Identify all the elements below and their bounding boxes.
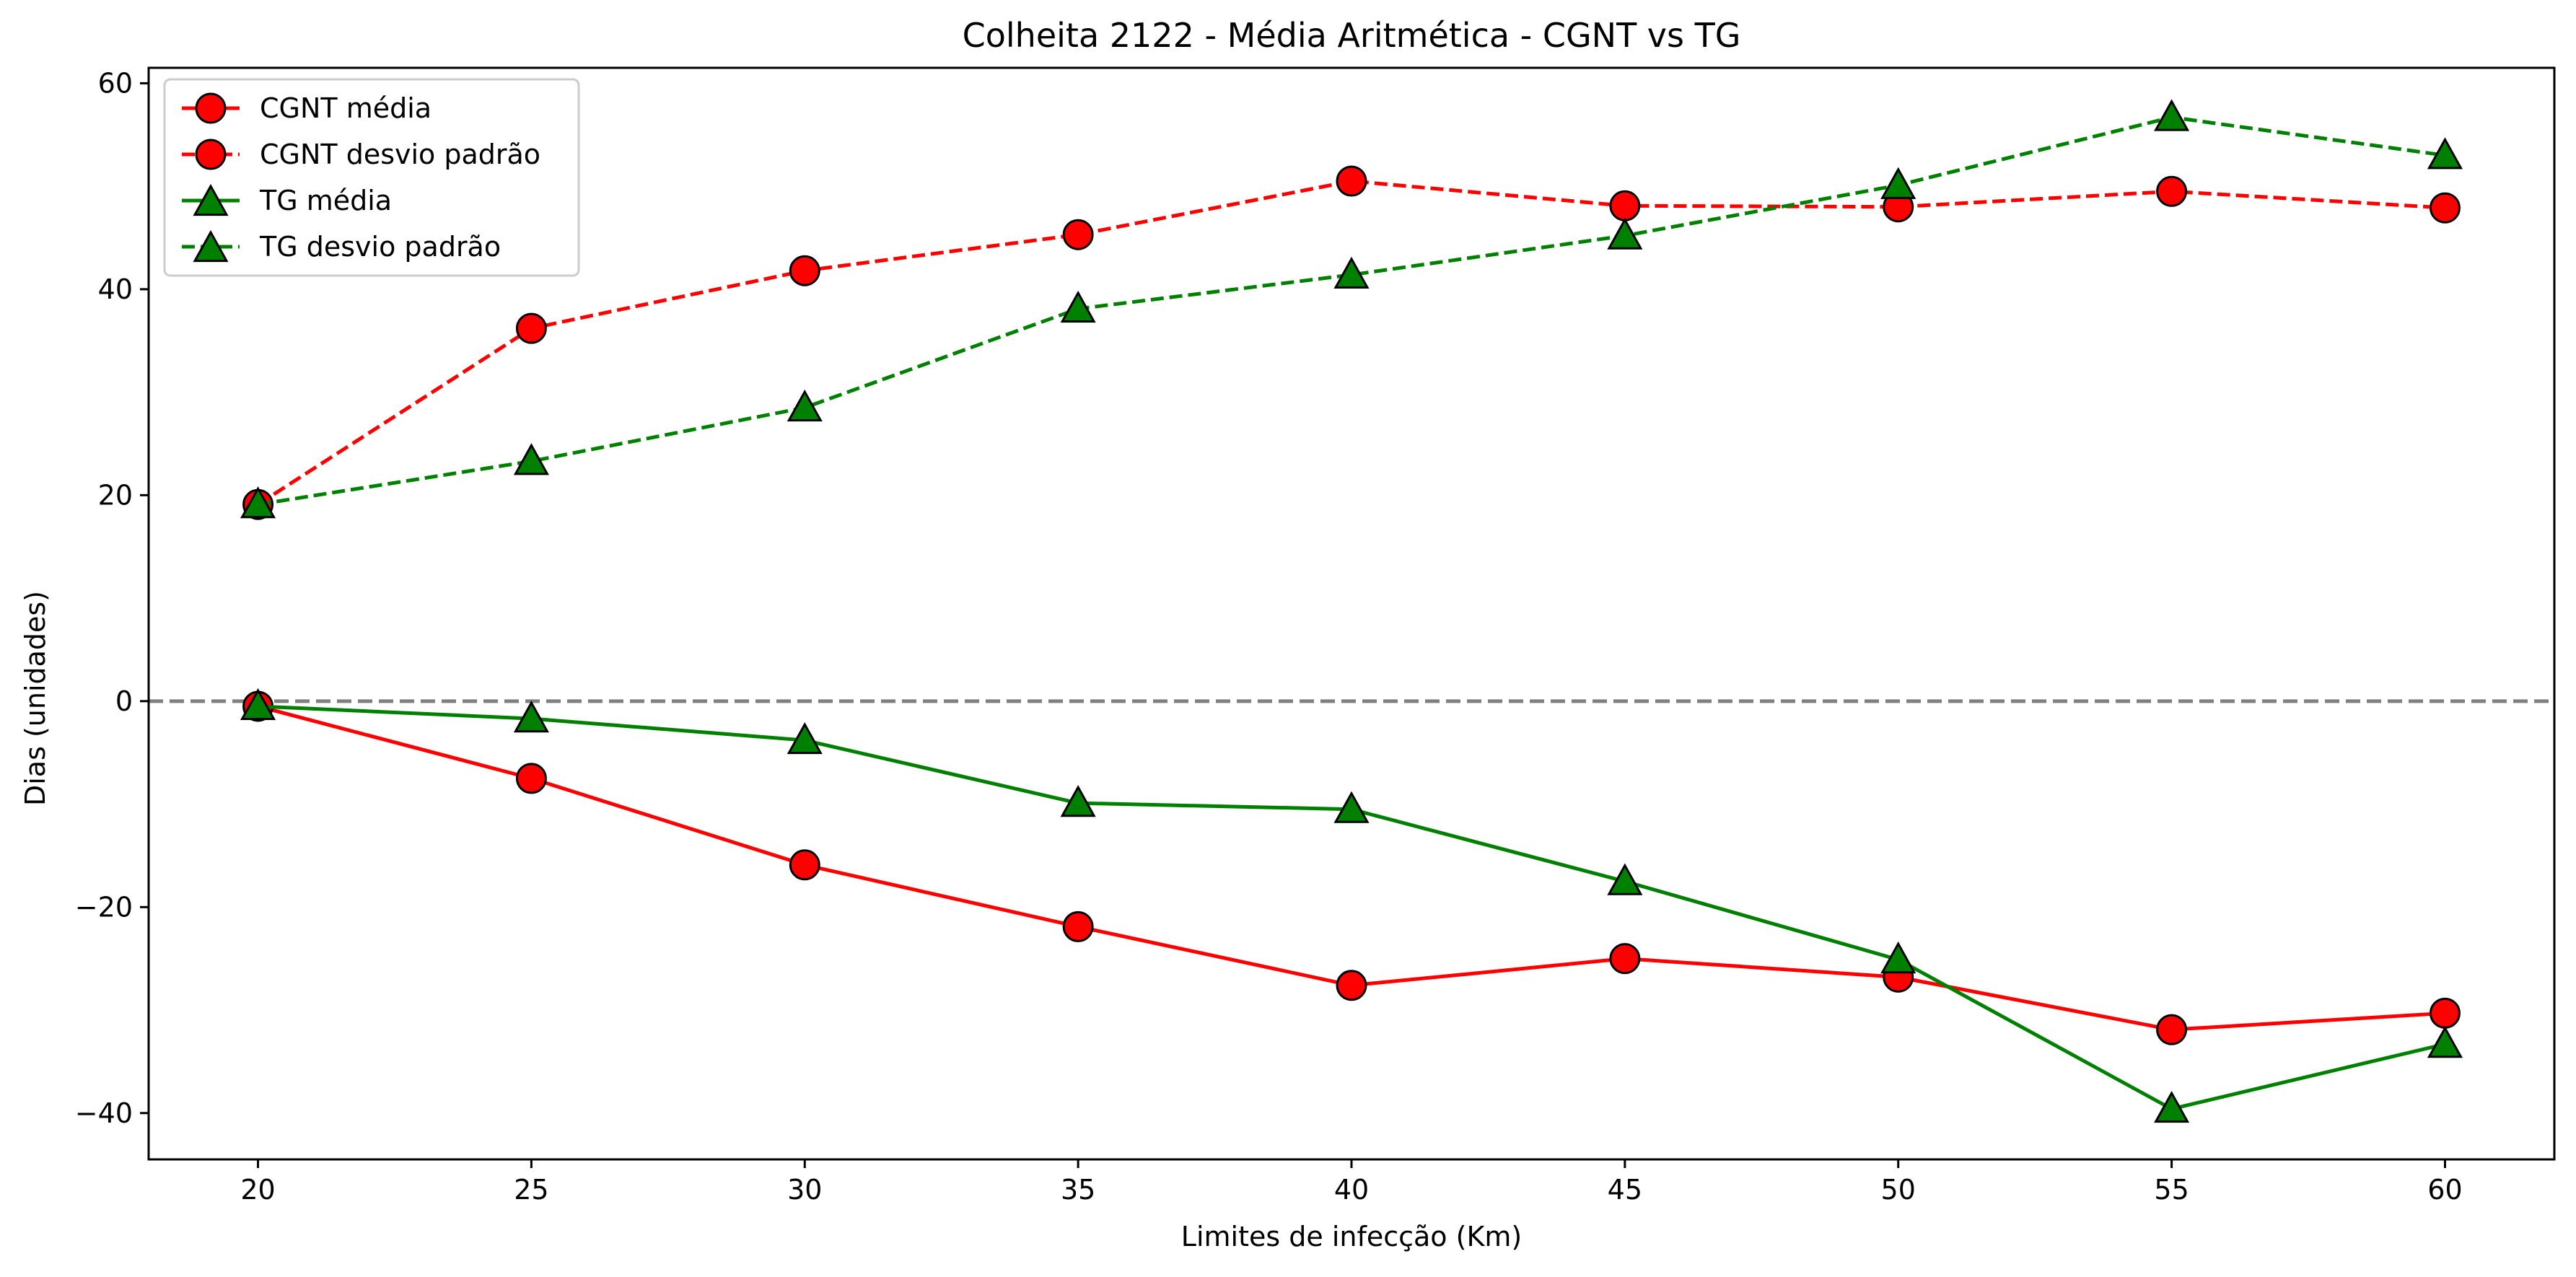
- data-point-1-5: [1609, 190, 1641, 221]
- data-point-2-4: [1333, 791, 1370, 823]
- legend-marker-0: [195, 92, 227, 124]
- y-tick-label: 60: [98, 67, 133, 99]
- legend-marker-2: [193, 183, 229, 216]
- data-point-0-4: [1336, 970, 1367, 1001]
- legend-entry-0: CGNT média: [182, 92, 431, 124]
- data-point-1-7: [2156, 175, 2188, 207]
- y-tick-label: −20: [75, 891, 133, 923]
- legend-label-1: CGNT desvio padrão: [260, 139, 540, 170]
- data-point-2-6: [1880, 942, 1916, 974]
- y-axis-label: Dias (unidades): [19, 591, 51, 806]
- data-point-2-7: [2154, 1090, 2190, 1123]
- x-tick-label: 40: [1334, 1174, 1369, 1206]
- y-tick-label: 0: [115, 685, 133, 717]
- legend-label-0: CGNT média: [260, 92, 431, 124]
- legend-marker-1: [195, 139, 227, 170]
- series-0: [242, 690, 2461, 1045]
- x-tick-label: 35: [1061, 1174, 1095, 1206]
- data-point-1-8: [2429, 192, 2461, 224]
- data-point-2-2: [787, 721, 823, 755]
- data-point-0-3: [1062, 910, 1094, 942]
- x-tick-label: 55: [2154, 1174, 2189, 1206]
- x-tick-label: 20: [240, 1174, 275, 1206]
- data-point-3-0: [240, 486, 276, 519]
- data-point-0-5: [1609, 943, 1641, 975]
- data-point-1-4: [1336, 165, 1367, 197]
- data-point-2-8: [2427, 1026, 2463, 1058]
- data-point-3-6: [1880, 167, 1916, 199]
- legend-entry-1: CGNT desvio padrão: [182, 139, 540, 170]
- x-tick-label: 25: [514, 1174, 548, 1206]
- series-2: [240, 688, 2463, 1123]
- data-point-1-3: [1062, 219, 1094, 250]
- data-point-3-7: [2154, 99, 2190, 131]
- data-point-3-1: [513, 443, 549, 475]
- legend-marker-3: [193, 229, 229, 263]
- data-point-3-3: [1060, 290, 1096, 323]
- series-3: [240, 99, 2463, 519]
- x-tick-label: 30: [787, 1174, 822, 1206]
- y-tick-label: −40: [75, 1097, 133, 1129]
- data-point-2-1: [513, 701, 549, 733]
- data-point-3-5: [1607, 217, 1643, 250]
- data-point-2-5: [1607, 863, 1643, 895]
- ticks-layer: 20 25 30 35 40 45 50 55 60 −40 −20 0 20 40 60: [75, 67, 2463, 1206]
- series-layer: [240, 99, 2463, 1123]
- y-tick-label: 20: [98, 479, 133, 511]
- legend: CGNT média CGNT desvio padrão TG média TG d…: [163, 78, 580, 277]
- data-point-1-1: [515, 312, 547, 344]
- data-point-0-8: [2429, 997, 2461, 1029]
- data-point-0-1: [515, 763, 547, 794]
- series-line-3: [258, 115, 2445, 506]
- data-point-2-0: [240, 688, 276, 721]
- series-line-1: [257, 179, 2445, 506]
- legend-box: [163, 78, 580, 277]
- data-point-3-8: [2427, 137, 2463, 170]
- x-axis-label: Limites de infecção (Km): [1181, 1221, 1522, 1252]
- data-point-2-3: [1060, 785, 1096, 817]
- x-tick-label: 45: [1608, 1174, 1642, 1206]
- data-point-0-2: [789, 849, 820, 881]
- x-tick-label: 50: [1881, 1174, 1916, 1206]
- data-point-3-4: [1333, 256, 1370, 289]
- data-point-1-2: [789, 255, 820, 286]
- x-tick-label: 60: [2427, 1174, 2462, 1206]
- data-point-3-2: [787, 389, 823, 422]
- legend-label-2: TG média: [259, 185, 392, 216]
- chart-title: Colheita 2122 - Média Aritmética - CGNT …: [963, 16, 1741, 55]
- y-tick-label: 40: [98, 273, 133, 305]
- legend-label-3: TG desvio padrão: [259, 231, 501, 263]
- data-point-0-7: [2156, 1014, 2188, 1045]
- legend-entry-2: TG média: [182, 183, 392, 216]
- legend-entry-3: TG desvio padrão: [182, 229, 501, 263]
